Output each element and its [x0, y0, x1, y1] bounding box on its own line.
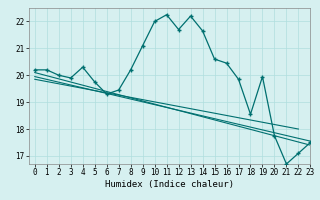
X-axis label: Humidex (Indice chaleur): Humidex (Indice chaleur) — [105, 180, 234, 189]
